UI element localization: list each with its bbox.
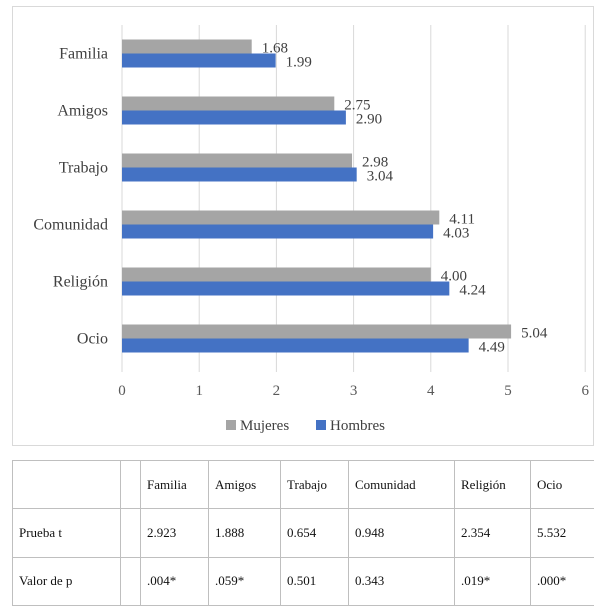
x-tick-label: 3 (350, 383, 358, 399)
table-header-cell: Ocio (530, 459, 594, 510)
table-header-cell: Amigos (208, 459, 281, 510)
bar-hombres (122, 281, 450, 296)
bar-hombres (122, 167, 357, 182)
data-label: 2.75 (344, 98, 370, 114)
table-header-cell (120, 459, 141, 510)
table-cell: .059* (208, 556, 281, 607)
bar-mujeres (122, 153, 353, 168)
table-header-cell: Comunidad (348, 459, 455, 510)
data-label: 4.49 (479, 340, 505, 356)
bar-mujeres (122, 324, 512, 339)
table-cell: 2.354 (454, 508, 531, 558)
data-label: 2.98 (362, 155, 388, 171)
bar-mujeres (122, 96, 335, 111)
bar-mujeres (122, 210, 440, 225)
table-header-cell: Familia (140, 459, 209, 510)
table-header-cell: Trabajo (280, 459, 349, 510)
x-tick-label: 1 (195, 383, 203, 399)
data-label: 1.68 (262, 41, 288, 57)
table-cell: 5.532 (530, 508, 594, 558)
data-label: 4.11 (449, 212, 475, 228)
category-label: Comunidad (33, 217, 108, 234)
category-label: Trabajo (59, 160, 108, 177)
data-label: 1.99 (286, 55, 312, 71)
table-cell-empty (120, 508, 141, 558)
row-label: Valor de p (12, 556, 121, 607)
data-label: 4.00 (441, 269, 467, 285)
data-label: 4.03 (443, 226, 469, 242)
data-label: 4.24 (459, 283, 486, 299)
bar-hombres (122, 338, 469, 353)
table-row: Valor de p .004* .059* 0.501 0.343 .019*… (12, 556, 594, 607)
table-cell: 0.343 (348, 556, 455, 607)
bar-mujeres (122, 39, 252, 54)
row-label: Prueba t (12, 508, 121, 558)
chart-frame: 0 1 2 3 4 5 6 Familia 1.68 1.99 Amigos 2.75 2.90 Trab… (12, 6, 594, 446)
table-cell: .000* (530, 556, 594, 607)
x-tick-label: 2 (273, 383, 281, 399)
legend-swatch (316, 420, 326, 430)
table-row: Prueba t 2.923 1.888 0.654 0.948 2.354 5… (12, 508, 594, 558)
x-tick-label: 0 (118, 383, 126, 399)
table-cell: 2.923 (140, 508, 209, 558)
x-tick-label: 5 (504, 383, 512, 399)
table-cell: .004* (140, 556, 209, 607)
table-cell: 0.654 (280, 508, 349, 558)
table-cell: .019* (454, 556, 531, 607)
category-label: Religión (53, 274, 108, 291)
legend-label: Hombres (330, 418, 385, 434)
table-header-cell (12, 459, 121, 510)
table-cell-empty (120, 556, 141, 607)
bar-hombres (122, 224, 434, 239)
table-header-row: Familia Amigos Trabajo Comunidad Religió… (12, 459, 594, 510)
table-cell: 0.948 (348, 508, 455, 558)
stats-table: Familia Amigos Trabajo Comunidad Religió… (12, 459, 594, 607)
data-label: 2.90 (356, 112, 382, 128)
legend-swatch (226, 420, 236, 430)
category-label: Ocio (77, 331, 108, 348)
x-tick-label: 6 (581, 383, 589, 399)
legend-label: Mujeres (240, 418, 289, 434)
bar-chart: 0 1 2 3 4 5 6 Familia 1.681.99 Amigos 2.752.90 Trab… (33, 25, 589, 434)
category-label: Familia (59, 46, 108, 63)
table-header-cell: Religión (454, 459, 531, 510)
bar-hombres (122, 53, 276, 68)
x-tick-label: 4 (427, 383, 435, 399)
bar-hombres (122, 110, 346, 125)
table-cell: 0.501 (280, 556, 349, 607)
table-cell: 1.888 (208, 508, 281, 558)
bar-mujeres (122, 267, 431, 282)
category-label: Amigos (57, 103, 108, 120)
data-label: 3.04 (367, 169, 394, 185)
data-label: 5.04 (521, 326, 548, 342)
